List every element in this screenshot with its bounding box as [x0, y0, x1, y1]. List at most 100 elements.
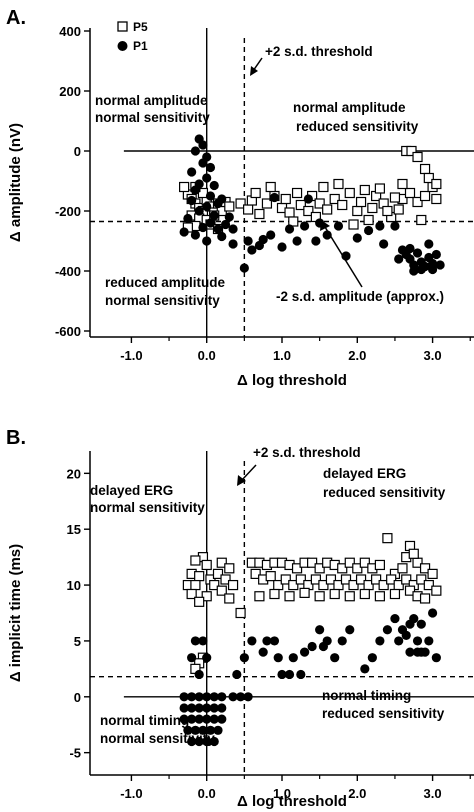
data-point-p5 [288, 216, 299, 227]
data-point-p1 [375, 636, 385, 646]
data-point-p5 [423, 579, 434, 591]
data-point-p1 [235, 692, 246, 702]
panel-a: A. P5 P1 normal amplitude normal sensiti… [6, 7, 474, 389]
data-point-p1 [258, 234, 268, 245]
data-point-p1 [401, 630, 411, 640]
legend-marker-p1 [117, 41, 128, 51]
data-point-p1 [243, 692, 253, 702]
data-point-p5 [314, 591, 325, 602]
data-point-p1 [409, 266, 419, 276]
annotation-normal-amp-reduced-sens-line2: reduced sensitivity [296, 119, 419, 134]
data-point-p5 [201, 591, 212, 602]
y-tick-label: -200 [55, 204, 81, 219]
data-point-p1 [202, 173, 212, 183]
data-point-p1 [198, 140, 208, 150]
annotation-normal-timing-reduced-sens-line2: reduced sensitivity [322, 706, 445, 721]
data-point-p1 [247, 245, 257, 255]
data-point-p1 [187, 703, 197, 713]
data-point-p5 [359, 557, 370, 568]
data-point-p5 [416, 574, 427, 585]
data-point-p5 [431, 585, 442, 596]
y-tick-label: 400 [59, 24, 81, 39]
x-tick-label: 1.0 [273, 786, 291, 801]
data-point-p5 [329, 588, 340, 600]
data-point-p5 [348, 219, 359, 230]
data-point-p1 [187, 167, 197, 177]
data-point-p1 [243, 236, 253, 246]
x-tick-label: 3.0 [424, 348, 442, 363]
data-point-p1 [209, 736, 219, 747]
data-point-p5 [404, 187, 416, 199]
data-point-p1 [209, 714, 219, 724]
data-point-p1 [220, 219, 231, 230]
y-tick-label: -400 [55, 264, 81, 279]
annotation-plus2sd-threshold: +2 s.d. threshold [265, 44, 373, 59]
data-point-p5 [355, 574, 367, 585]
y-tick-label: 15 [67, 522, 81, 537]
data-point-p1 [213, 725, 223, 735]
data-point-p5 [235, 607, 246, 619]
data-point-p1 [409, 613, 419, 624]
data-point-p1 [394, 254, 404, 264]
data-point-p1 [363, 225, 374, 236]
data-point-p5 [397, 178, 408, 190]
data-point-p1 [198, 158, 208, 168]
data-point-p1 [187, 714, 197, 724]
data-point-p1 [209, 692, 219, 702]
x-tick-label: 3.0 [424, 786, 442, 801]
data-point-p1 [205, 191, 216, 201]
y-tick-label: 200 [59, 84, 81, 99]
data-point-p5 [374, 183, 385, 194]
annotation-normal-timing-reduced-sens-line1: normal timing [322, 688, 411, 703]
x-tick-label: 2.0 [348, 348, 366, 363]
data-point-p5 [337, 199, 348, 211]
data-point-p1 [209, 210, 219, 221]
data-point-p1 [284, 669, 295, 680]
data-point-p1 [194, 736, 204, 747]
data-point-p5 [382, 533, 393, 544]
legend-label-p5: P5 [133, 20, 148, 34]
annotation-plus2sd-threshold-b: +2 s.d. threshold [253, 445, 361, 460]
data-point-p5 [344, 187, 355, 199]
data-point-p5 [355, 196, 367, 208]
data-point-p5 [314, 198, 325, 209]
data-point-p5 [269, 588, 280, 600]
x-tick-label: -1.0 [120, 348, 142, 363]
data-point-p5 [406, 145, 417, 157]
data-point-p5 [227, 579, 239, 591]
data-point-p1 [183, 213, 193, 224]
data-point-p1 [431, 249, 441, 260]
annotation-normal-amp-normal-sens-line2: normal sensitivity [95, 110, 210, 125]
data-point-p1 [202, 736, 212, 747]
data-point-p1 [341, 251, 351, 261]
data-point-p1 [187, 195, 197, 206]
data-point-p1 [303, 194, 313, 204]
data-point-p5 [325, 574, 337, 585]
data-point-p1 [330, 653, 340, 663]
data-point-p1 [232, 669, 242, 680]
y-tick-label: 0 [74, 144, 81, 159]
data-point-p1 [405, 647, 415, 657]
data-point-p1 [217, 692, 227, 702]
x-axis-label: Δ log threshold [237, 372, 347, 389]
data-point-p1 [217, 714, 227, 724]
data-point-p5 [329, 193, 340, 205]
data-point-p1 [299, 647, 310, 657]
data-point-p1 [190, 230, 201, 240]
data-point-p5 [431, 193, 442, 205]
data-point-p1 [390, 221, 400, 231]
data-point-p5 [265, 181, 276, 193]
data-point-p1 [190, 636, 201, 646]
data-point-p1 [205, 218, 216, 228]
y-tick-label: 20 [67, 466, 81, 481]
data-point-p1 [416, 647, 426, 657]
data-point-p1 [228, 692, 238, 702]
data-point-p1 [247, 636, 257, 646]
data-point-p5 [374, 591, 385, 602]
data-point-p5 [261, 198, 273, 209]
data-point-p5 [423, 172, 434, 184]
data-point-p1 [209, 180, 219, 191]
x-tick-label: 0.0 [198, 348, 216, 363]
annotation-delayed-reduced-sens-line1: delayed ERG [323, 466, 406, 481]
data-point-p1 [202, 714, 212, 724]
